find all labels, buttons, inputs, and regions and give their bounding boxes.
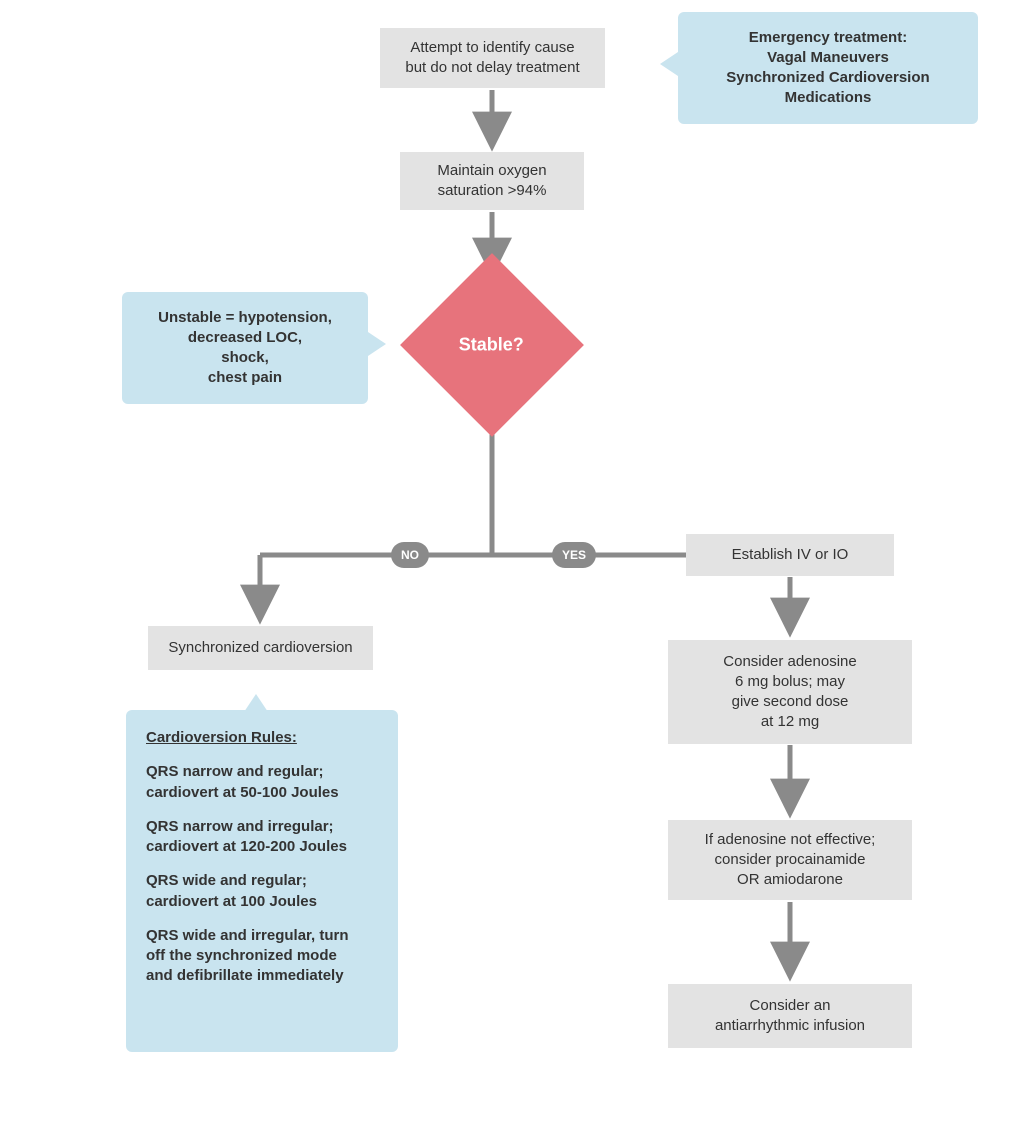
decision-label: Stable? bbox=[459, 334, 524, 355]
node-sync-cardioversion: Synchronized cardioversion bbox=[148, 626, 373, 670]
text-line: QRS narrow and irregular; bbox=[146, 817, 378, 837]
text-line: Consider an bbox=[715, 996, 865, 1016]
callout-cardioversion-rules: Cardioversion Rules: QRS narrow and regu… bbox=[126, 710, 398, 1052]
node-identify-cause: Attempt to identify cause but do not del… bbox=[380, 28, 605, 88]
rules-header: Cardioversion Rules: bbox=[146, 728, 378, 748]
text-line: cardiovert at 120-200 Joules bbox=[146, 837, 378, 857]
node-establish-iv: Establish IV or IO bbox=[686, 534, 894, 576]
text-line: Unstable = hypotension, bbox=[158, 308, 332, 328]
text-line: off the synchronized mode bbox=[146, 946, 378, 966]
text-line: Medications bbox=[726, 88, 929, 108]
text-line: Maintain oxygen bbox=[437, 161, 546, 181]
text-line: but do not delay treatment bbox=[405, 58, 579, 78]
text-line: saturation >94% bbox=[437, 181, 546, 201]
text-line: at 12 mg bbox=[723, 712, 856, 732]
node-antiarrhythmic: Consider an antiarrhythmic infusion bbox=[668, 984, 912, 1048]
callout-tail-icon bbox=[368, 332, 386, 356]
text-line: QRS narrow and regular; bbox=[146, 762, 378, 782]
text-line: QRS wide and irregular, turn bbox=[146, 926, 378, 946]
text-line: decreased LOC, bbox=[158, 328, 332, 348]
text-line: 6 mg bolus; may bbox=[723, 672, 856, 692]
node-maintain-oxygen: Maintain oxygen saturation >94% bbox=[400, 152, 584, 210]
text-line: OR amiodarone bbox=[705, 870, 876, 890]
text-line: Establish IV or IO bbox=[732, 545, 849, 565]
text-line: Synchronized Cardioversion bbox=[726, 68, 929, 88]
text-line: Synchronized cardioversion bbox=[168, 638, 352, 658]
text-line: give second dose bbox=[723, 692, 856, 712]
text-line: antiarrhythmic infusion bbox=[715, 1016, 865, 1036]
text-line: shock, bbox=[158, 348, 332, 368]
callout-tail-icon bbox=[660, 52, 678, 76]
text-line: chest pain bbox=[158, 368, 332, 388]
node-procainamide: If adenosine not effective; consider pro… bbox=[668, 820, 912, 900]
callout-unstable-definition: Unstable = hypotension, decreased LOC, s… bbox=[122, 292, 368, 404]
text-line: cardiovert at 100 Joules bbox=[146, 892, 378, 912]
branch-label-no: NO bbox=[391, 542, 429, 568]
text-line: Vagal Maneuvers bbox=[726, 48, 929, 68]
branch-label-yes: YES bbox=[552, 542, 596, 568]
text-line: Attempt to identify cause bbox=[405, 38, 579, 58]
text-line: consider procainamide bbox=[705, 850, 876, 870]
text-line: Consider adenosine bbox=[723, 652, 856, 672]
text-line: If adenosine not effective; bbox=[705, 830, 876, 850]
flowchart-canvas: Attempt to identify cause but do not del… bbox=[0, 0, 1020, 1133]
callout-emergency-treatment: Emergency treatment: Vagal Maneuvers Syn… bbox=[678, 12, 978, 124]
node-adenosine: Consider adenosine 6 mg bolus; may give … bbox=[668, 640, 912, 744]
callout-title: Emergency treatment: bbox=[726, 28, 929, 48]
text-line: cardiovert at 50-100 Joules bbox=[146, 783, 378, 803]
text-line: QRS wide and regular; bbox=[146, 871, 378, 891]
text-line: and defibrillate immediately bbox=[146, 966, 378, 986]
